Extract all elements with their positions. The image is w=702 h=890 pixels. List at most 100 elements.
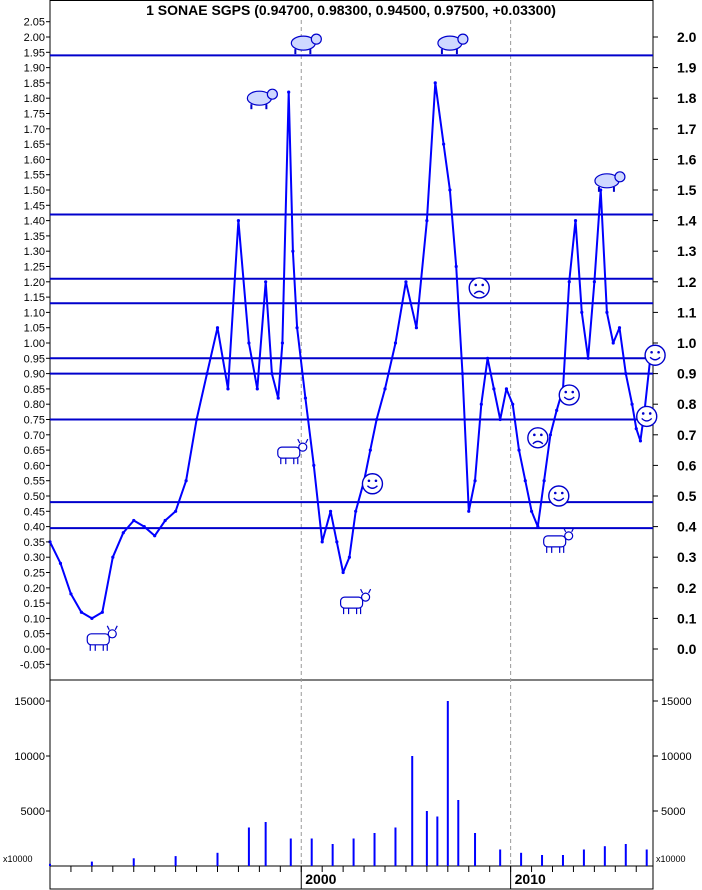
price-point <box>473 479 477 483</box>
face-mouth <box>649 356 661 361</box>
volume-bar <box>216 852 219 866</box>
bull-head <box>360 592 371 602</box>
bull-head <box>564 531 574 541</box>
volume-bar <box>603 846 606 866</box>
right-tick-label: 1.4 <box>677 213 697 229</box>
price-point <box>215 326 220 330</box>
price-point <box>312 463 316 467</box>
left-tick-label: 1.95 <box>24 47 45 59</box>
left-tick-label: 0.05 <box>24 629 45 641</box>
face-outline <box>527 427 549 449</box>
bull-horns <box>106 625 118 631</box>
price-point <box>79 610 84 614</box>
price-point <box>69 592 73 596</box>
left-tick-label: 1.00 <box>24 338 45 350</box>
face-eye <box>374 479 378 483</box>
volume-axes: 15000 10000 5000 15000 10000 5000 x10000 x10000 <box>3 696 692 864</box>
left-tick-label: 1.20 <box>24 277 45 289</box>
price-point <box>414 326 419 330</box>
left-tick-label: 0.70 <box>24 430 45 442</box>
volume-bar <box>373 833 376 866</box>
date-tick-label: 2000 <box>305 871 336 887</box>
price-point <box>624 372 628 376</box>
left-tick-label: 1.90 <box>24 63 45 75</box>
price-point <box>236 219 241 223</box>
left-tick-label: 0.65 <box>24 445 45 457</box>
price-point <box>393 341 398 345</box>
grid <box>300 20 512 866</box>
left-tick-label: 0.45 <box>24 506 45 518</box>
volume-bar <box>394 827 397 866</box>
volume-left-tick-label: 5000 <box>21 806 45 818</box>
right-tick-label: 0.9 <box>677 366 697 382</box>
left-tick-label: 0.40 <box>24 522 45 534</box>
left-tick-label: 2.05 <box>24 17 45 29</box>
left-tick-label: 2.00 <box>24 32 45 44</box>
price-point <box>375 417 379 422</box>
face-outline <box>636 405 658 428</box>
face-eye <box>571 390 575 394</box>
bull-body <box>543 535 567 548</box>
price-point <box>163 518 167 523</box>
price-point <box>295 326 299 330</box>
smiley-icon <box>548 485 570 507</box>
price-point <box>383 387 387 391</box>
face-outline <box>468 277 490 299</box>
price-point <box>442 142 446 146</box>
bear-head <box>614 171 626 183</box>
price-point <box>111 555 115 559</box>
price-point <box>320 540 324 544</box>
face-eye <box>650 350 653 354</box>
left-tick-label: 0.55 <box>24 476 45 488</box>
volume-bar <box>247 827 250 866</box>
face-eye <box>481 283 485 287</box>
price-point <box>100 610 104 614</box>
left-tick-label: 1.40 <box>24 216 45 228</box>
horizontal-levels <box>50 54 653 530</box>
price-point <box>264 280 268 284</box>
left-tick-label: 1.45 <box>24 200 45 212</box>
price-point <box>617 326 622 330</box>
price-point <box>605 310 609 314</box>
face-mouth <box>641 417 653 422</box>
price-point <box>341 570 345 575</box>
left-tick-label: 0.80 <box>24 399 45 411</box>
left-tick-label: 0.85 <box>24 384 45 396</box>
price-point <box>511 402 515 406</box>
price-point <box>184 479 188 483</box>
right-tick-label: 0.1 <box>677 610 697 626</box>
price-point <box>255 387 259 391</box>
price-point <box>485 356 490 360</box>
volume-series <box>49 701 648 866</box>
face-eye <box>564 390 568 394</box>
left-tick-label: 1.75 <box>24 109 45 121</box>
price-point <box>174 509 178 513</box>
bull-icon <box>339 588 372 615</box>
face-eye <box>533 433 536 437</box>
price-point <box>555 408 559 412</box>
frown-icon <box>468 277 490 299</box>
right-tick-label: 1.0 <box>677 335 697 351</box>
price-point <box>132 518 136 523</box>
left-tick-label: 1.05 <box>24 323 45 335</box>
price-point <box>354 509 358 513</box>
price-point <box>121 531 125 535</box>
date-tick-label: 2010 <box>515 871 546 887</box>
volume-left-tick-label: 10000 <box>14 751 45 763</box>
left-tick-label: 1.10 <box>24 307 45 319</box>
price-point <box>492 387 496 391</box>
price-point <box>523 479 527 483</box>
left-tick-label: 0.00 <box>24 644 45 656</box>
face-outline <box>644 344 666 366</box>
left-tick-label: 0.20 <box>24 583 45 595</box>
volume-bar <box>582 849 585 866</box>
left-tick-label: 0.15 <box>24 598 45 610</box>
volume-bar <box>446 701 449 866</box>
bull-body <box>339 596 364 609</box>
price-point <box>542 479 546 483</box>
price-point <box>270 372 274 376</box>
right-tick-label: 1.5 <box>677 182 697 198</box>
right-tick-label: 0.6 <box>677 457 697 473</box>
face-outline <box>548 485 570 507</box>
